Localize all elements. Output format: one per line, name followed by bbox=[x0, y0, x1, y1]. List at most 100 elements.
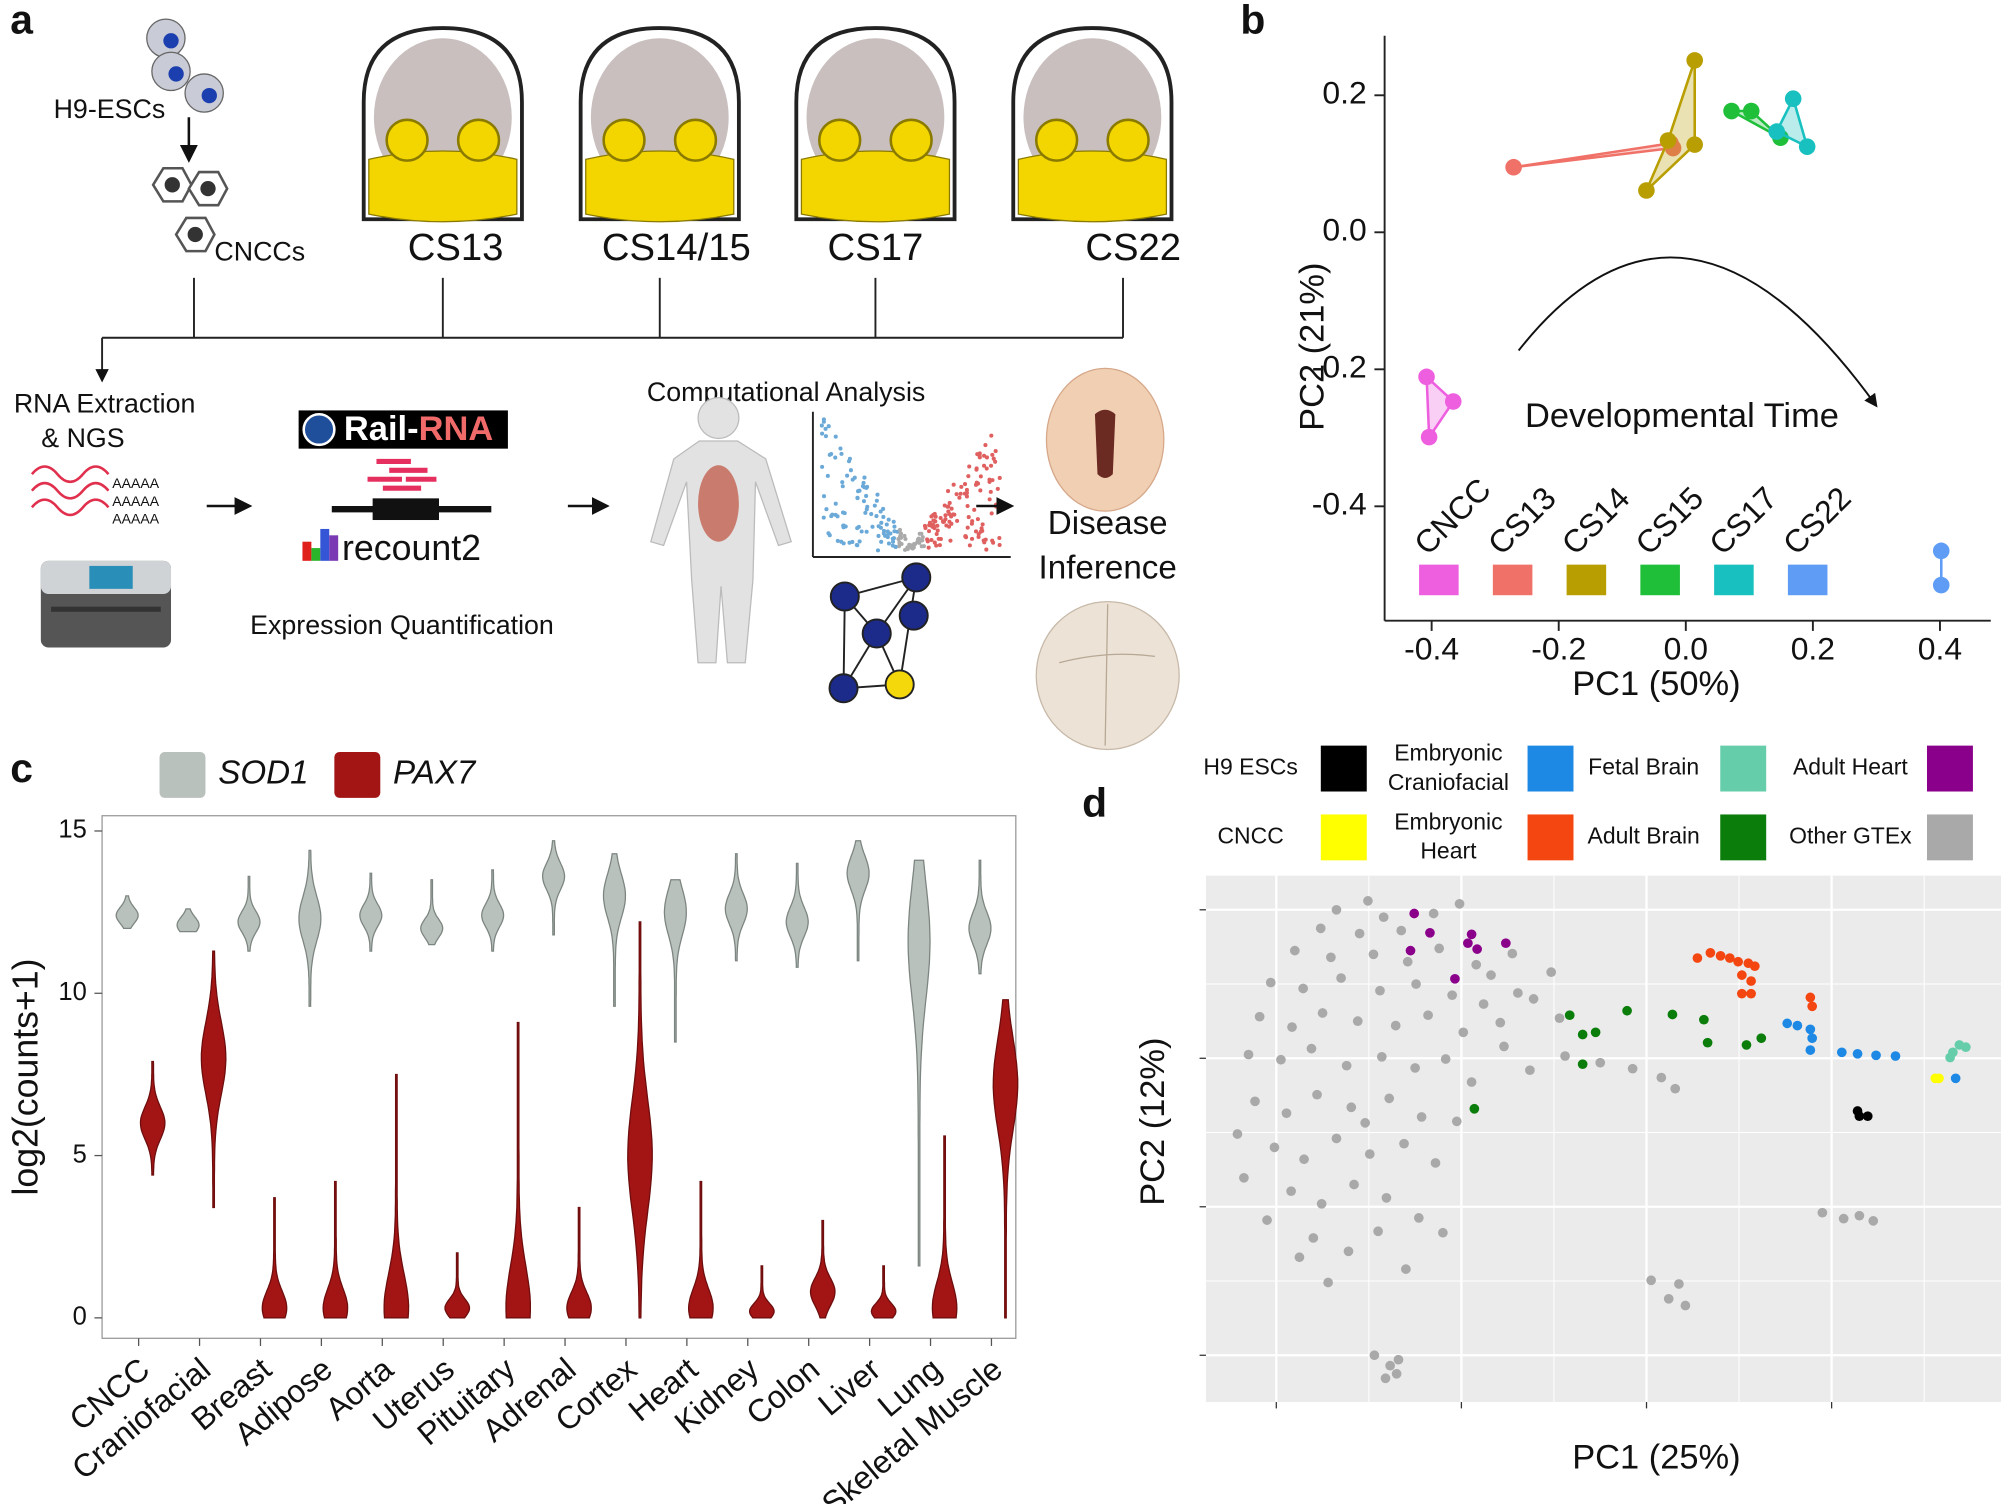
point bbox=[1373, 1226, 1383, 1237]
point bbox=[1499, 1041, 1509, 1052]
volcano-dot bbox=[993, 459, 998, 464]
volcano-dot bbox=[838, 446, 843, 451]
x-tick-label: -0.2 bbox=[1531, 631, 1586, 667]
logo-icon bbox=[302, 412, 336, 447]
legend-label: CNCC bbox=[1217, 822, 1283, 848]
point bbox=[1659, 132, 1677, 149]
volcano-dot bbox=[990, 538, 995, 543]
point bbox=[1458, 1027, 1469, 1038]
violin bbox=[907, 859, 931, 1267]
volcano-dot bbox=[827, 533, 832, 538]
volcano-dot bbox=[903, 547, 908, 552]
volcano-dot bbox=[989, 463, 994, 468]
face-region bbox=[368, 150, 518, 223]
step-label: Computational Analysis bbox=[647, 377, 925, 407]
network bbox=[828, 562, 932, 704]
point bbox=[1686, 52, 1703, 69]
y-axis-title: PC2 (12%) bbox=[1134, 1037, 1172, 1205]
point bbox=[1360, 1118, 1371, 1128]
legend-swatch bbox=[1720, 745, 1767, 792]
point bbox=[1554, 1013, 1565, 1024]
volcano-dot bbox=[943, 517, 948, 522]
point bbox=[1871, 1050, 1881, 1061]
point bbox=[1402, 956, 1413, 967]
point bbox=[1736, 988, 1747, 999]
point bbox=[1399, 1138, 1409, 1149]
volcano-dot bbox=[891, 519, 896, 524]
volcano-dot bbox=[861, 499, 866, 504]
volcano-dot bbox=[962, 482, 968, 487]
volcano-dot bbox=[859, 529, 864, 534]
volcano-dot bbox=[979, 526, 984, 531]
volcano-dot bbox=[897, 527, 902, 533]
violin bbox=[420, 879, 444, 946]
violin bbox=[931, 1135, 958, 1319]
face-region bbox=[1017, 150, 1168, 223]
point bbox=[1702, 1037, 1713, 1048]
point bbox=[1667, 1009, 1678, 1020]
volcano-dot bbox=[980, 522, 985, 527]
volcano-dot bbox=[821, 515, 826, 520]
point bbox=[1742, 102, 1760, 120]
volcano-dot bbox=[997, 535, 1002, 541]
volcano-dot bbox=[943, 513, 948, 518]
point bbox=[1469, 1103, 1480, 1114]
point bbox=[1428, 908, 1439, 919]
point bbox=[1425, 927, 1435, 938]
point bbox=[1315, 923, 1326, 934]
volcano-dot bbox=[916, 536, 921, 541]
point bbox=[1528, 994, 1539, 1004]
volcano-dot bbox=[923, 526, 928, 531]
volcano-dot bbox=[958, 491, 963, 496]
point bbox=[1440, 1054, 1451, 1064]
violin bbox=[724, 853, 748, 962]
volcano-dot bbox=[966, 515, 971, 520]
plot-background bbox=[1205, 875, 2001, 1403]
volcano-dot bbox=[847, 456, 852, 461]
volcano-dot bbox=[833, 434, 838, 439]
point bbox=[1932, 576, 1950, 594]
violin bbox=[748, 1265, 775, 1319]
volcano-dot bbox=[825, 473, 830, 478]
point bbox=[1312, 1089, 1322, 1100]
point bbox=[1378, 912, 1389, 923]
crest-cells bbox=[151, 166, 229, 253]
nuclei bbox=[164, 177, 216, 243]
volcano-dot bbox=[875, 548, 881, 553]
volcano-dot bbox=[974, 467, 979, 472]
point bbox=[1262, 1215, 1272, 1225]
legend-label: Fetal Brain bbox=[1588, 754, 1699, 780]
point bbox=[1393, 1354, 1404, 1365]
volcano-dot bbox=[845, 473, 850, 478]
volcano-dot bbox=[917, 531, 922, 536]
legend-swatch bbox=[1926, 814, 1973, 861]
volcano-dot bbox=[897, 544, 902, 549]
point bbox=[1323, 1277, 1333, 1288]
volcano-dot bbox=[977, 455, 982, 460]
volcano-dot bbox=[892, 524, 897, 529]
eye bbox=[673, 118, 718, 162]
polya: AAAAA bbox=[112, 493, 159, 509]
volcano-dot bbox=[935, 523, 940, 528]
plot-frame bbox=[101, 815, 1017, 1339]
point bbox=[1232, 1129, 1243, 1139]
legend-swatch bbox=[159, 752, 206, 798]
point bbox=[1331, 1133, 1342, 1144]
volcano-dot bbox=[881, 531, 886, 536]
point bbox=[1756, 1033, 1767, 1044]
volcano-dot bbox=[946, 489, 951, 494]
legend-label: PAX7 bbox=[393, 755, 477, 792]
volcano-dot bbox=[993, 449, 998, 454]
volcano-dot bbox=[978, 474, 983, 479]
volcano-dot bbox=[938, 515, 943, 521]
point bbox=[1352, 1016, 1363, 1026]
point bbox=[1733, 956, 1743, 967]
volcano-dot bbox=[881, 506, 886, 511]
legend-swatch bbox=[334, 752, 381, 798]
cell-label: H9-ESCs bbox=[54, 94, 166, 124]
volcano-dot bbox=[989, 433, 994, 438]
volcano-dot bbox=[898, 531, 903, 536]
point bbox=[1410, 1063, 1420, 1073]
point bbox=[1354, 928, 1365, 939]
point bbox=[1723, 102, 1740, 120]
